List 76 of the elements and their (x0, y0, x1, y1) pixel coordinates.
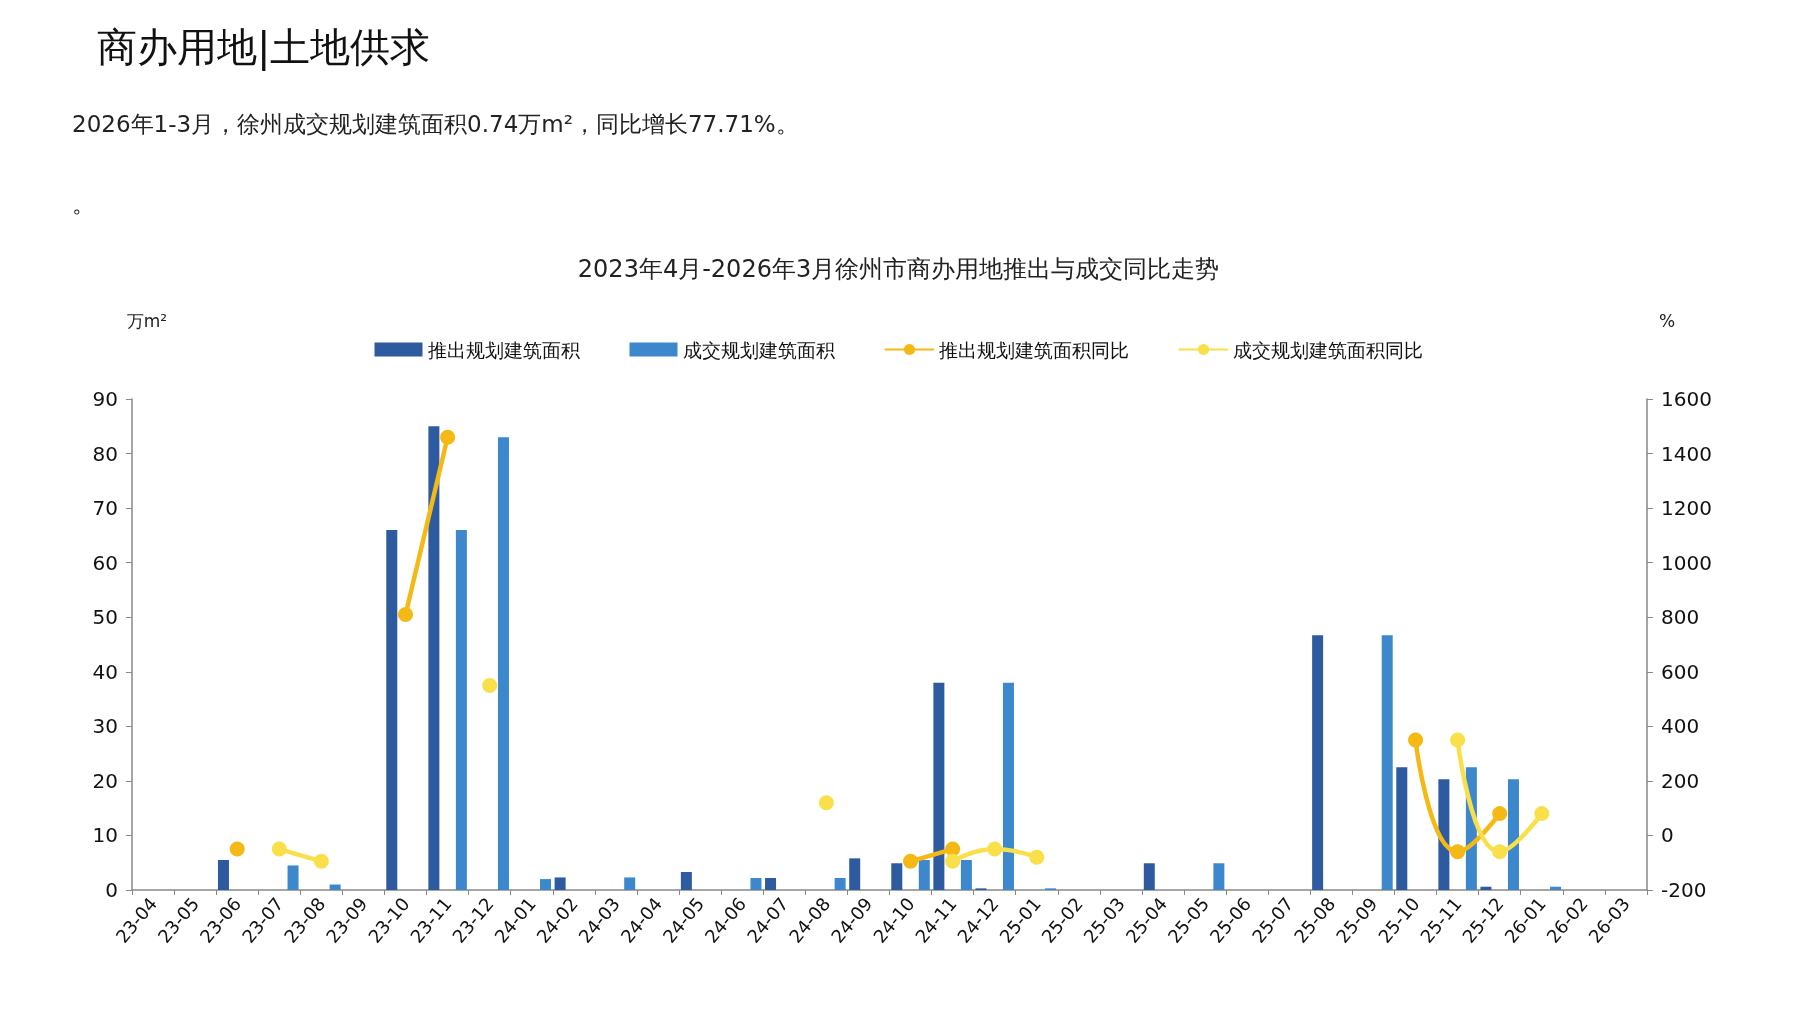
bar (455, 529, 467, 890)
y2-tick-label: 1400 (1661, 441, 1712, 466)
bar (765, 878, 777, 890)
y-tick-label: 50 (92, 605, 118, 630)
bar (386, 529, 398, 890)
y-axis-title: 万m² (126, 310, 168, 331)
point (1029, 849, 1045, 865)
bar (750, 878, 762, 890)
y2-tick-label: 400 (1661, 714, 1700, 739)
bar (918, 859, 930, 890)
y2-tick-label: 1000 (1661, 550, 1712, 575)
bar (287, 865, 299, 890)
y2-tick-label: 1200 (1661, 496, 1712, 521)
y-tick-label: 40 (92, 659, 118, 684)
y-tick-label: 30 (92, 714, 118, 739)
bar (1396, 767, 1408, 890)
y-tick-label: 80 (92, 441, 118, 466)
point (1492, 806, 1508, 822)
y-tick-label: 20 (92, 768, 118, 793)
point (271, 841, 287, 857)
point (440, 429, 456, 445)
y2-tick-label: 200 (1661, 768, 1700, 793)
point (1534, 806, 1550, 822)
point (1450, 844, 1466, 860)
point (1450, 732, 1466, 748)
point (313, 853, 329, 869)
bar (540, 879, 552, 890)
bar (1381, 635, 1393, 890)
text: 2026年1-3月，徐州成交规划建筑面积0.74万m²，同比增长77.71%。 (72, 110, 799, 137)
point (482, 677, 498, 693)
y2-tick-label: 0 (1661, 823, 1674, 848)
legend-label: 推出规划建筑面积同比 (938, 338, 1129, 361)
bar (960, 859, 972, 890)
bar (1002, 682, 1014, 890)
y-tick-label: 70 (92, 496, 118, 521)
y-tick-label: 60 (92, 550, 118, 575)
bar (849, 858, 861, 890)
point (903, 853, 919, 869)
legend-label: 推出规划建筑面积 (427, 338, 580, 361)
y2-tick-label: 600 (1661, 659, 1700, 684)
chart-title: 商办用地|土地供求 (97, 24, 431, 71)
bar (217, 859, 229, 890)
point (987, 841, 1003, 857)
bar (1438, 779, 1450, 890)
y-tick-label: 90 (92, 387, 118, 411)
point (229, 841, 245, 857)
point (945, 853, 961, 869)
point (398, 607, 414, 622)
bar (428, 426, 440, 890)
y2-axis-title: % (1658, 310, 1676, 331)
point (818, 795, 834, 811)
bar (1213, 863, 1225, 890)
bar (554, 877, 566, 890)
legend-label: 成交规划建筑面积同比 (1232, 338, 1423, 361)
legend-label: 成交规划建筑面积 (682, 338, 835, 361)
y2-tick-label: -200 (1661, 878, 1707, 902)
y2-tick-label: 1600 (1661, 387, 1712, 411)
bar (1312, 635, 1324, 890)
bar (1143, 863, 1155, 890)
y-tick-label: 0 (105, 878, 118, 902)
point (1408, 732, 1424, 748)
bar (933, 682, 945, 890)
bar (1550, 886, 1562, 890)
bar (1480, 886, 1492, 890)
bar (891, 863, 903, 890)
bar (1507, 779, 1519, 890)
bar (497, 437, 509, 890)
bar (680, 872, 692, 890)
y2-tick-label: 800 (1661, 605, 1700, 630)
bar (834, 878, 846, 890)
bar (624, 877, 636, 890)
chart-subtitle: 2023年4月-2026年3月徐州市商办用地推出与成交同比走势 (577, 255, 1220, 283)
y-tick-label: 10 (92, 823, 118, 848)
text: 。 (72, 190, 95, 217)
bar (329, 884, 341, 890)
point (1492, 844, 1508, 860)
